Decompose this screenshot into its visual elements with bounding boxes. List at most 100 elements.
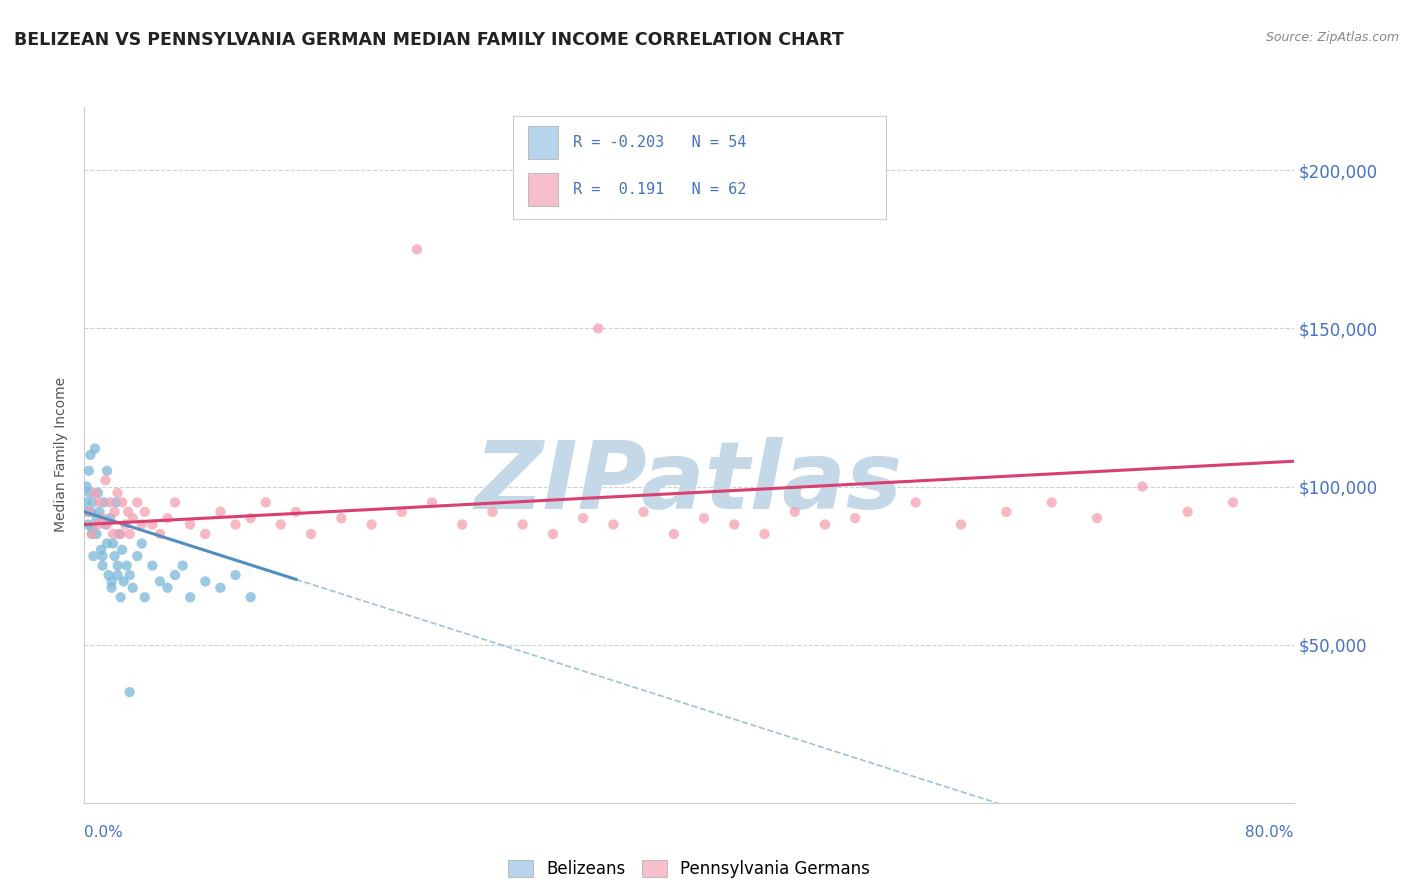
Point [87, 486, 110, 500]
Point [90, 542, 112, 557]
Point [814, 517, 837, 532]
Point [107, 486, 129, 500]
Point [391, 505, 413, 519]
Point [950, 517, 973, 532]
Point [115, 558, 138, 573]
Point [100, 574, 122, 589]
Point [108, 527, 131, 541]
Point [179, 591, 201, 605]
Point [904, 495, 927, 509]
Point [209, 581, 232, 595]
Y-axis label: Median Family Income: Median Family Income [55, 377, 69, 533]
Point [360, 517, 382, 532]
Point [118, 527, 141, 541]
Point [118, 568, 141, 582]
Point [105, 495, 128, 509]
Point [104, 549, 127, 563]
Point [77, 464, 100, 478]
Point [107, 558, 129, 573]
Text: Source: ZipAtlas.com: Source: ZipAtlas.com [1265, 31, 1399, 45]
Point [179, 517, 201, 532]
Point [1085, 511, 1108, 525]
Point [104, 505, 127, 519]
Point [94, 473, 117, 487]
Point [93, 495, 115, 509]
Point [588, 321, 610, 335]
Point [156, 581, 179, 595]
Point [84, 442, 107, 456]
Point [406, 243, 429, 257]
Point [110, 527, 132, 541]
Point [723, 517, 745, 532]
Point [97, 568, 120, 582]
Point [98, 511, 121, 525]
Point [111, 495, 134, 509]
Point [107, 568, 129, 582]
Bar [529, 173, 558, 206]
Point [94, 517, 117, 532]
Point [602, 517, 624, 532]
Point [299, 527, 322, 541]
Point [285, 505, 308, 519]
Text: 80.0%: 80.0% [1246, 825, 1294, 840]
Point [101, 536, 124, 550]
Point [225, 568, 247, 582]
Point [254, 495, 277, 509]
Point [1222, 495, 1244, 509]
Point [451, 517, 474, 532]
Point [82, 495, 104, 509]
Legend: Belizeans, Pennsylvania Germans: Belizeans, Pennsylvania Germans [501, 854, 877, 885]
Point [127, 549, 149, 563]
Point [134, 591, 156, 605]
Point [82, 549, 104, 563]
Point [79, 448, 101, 462]
Point [149, 574, 172, 589]
Point [239, 511, 262, 525]
Point [134, 505, 156, 519]
Point [209, 505, 232, 519]
Point [420, 495, 443, 509]
Point [100, 581, 122, 595]
Point [76, 479, 98, 493]
Point [110, 591, 132, 605]
Point [633, 505, 655, 519]
Point [75, 495, 97, 509]
Point [541, 527, 564, 541]
Point [127, 495, 149, 509]
Point [121, 511, 143, 525]
Point [1132, 479, 1154, 493]
Point [512, 517, 534, 532]
Point [79, 486, 101, 500]
Point [1040, 495, 1063, 509]
Point [693, 511, 716, 525]
Point [572, 511, 595, 525]
Point [86, 527, 108, 541]
Point [112, 574, 135, 589]
Point [89, 495, 111, 509]
Point [330, 511, 353, 525]
Point [662, 527, 685, 541]
Point [76, 505, 98, 519]
Point [270, 517, 292, 532]
Point [225, 517, 247, 532]
Point [121, 581, 143, 595]
Text: 0.0%: 0.0% [84, 825, 124, 840]
Point [80, 527, 103, 541]
Point [141, 558, 163, 573]
Point [96, 464, 118, 478]
Point [80, 505, 103, 519]
Point [87, 517, 110, 532]
Point [149, 527, 172, 541]
Point [84, 486, 107, 500]
Point [1177, 505, 1199, 519]
Point [101, 527, 124, 541]
Point [118, 685, 141, 699]
Point [117, 505, 139, 519]
Text: R = -0.203   N = 54: R = -0.203 N = 54 [572, 135, 747, 150]
Point [156, 511, 179, 525]
Point [80, 521, 103, 535]
Point [96, 536, 118, 550]
Point [995, 505, 1018, 519]
Point [165, 568, 187, 582]
Point [172, 558, 194, 573]
